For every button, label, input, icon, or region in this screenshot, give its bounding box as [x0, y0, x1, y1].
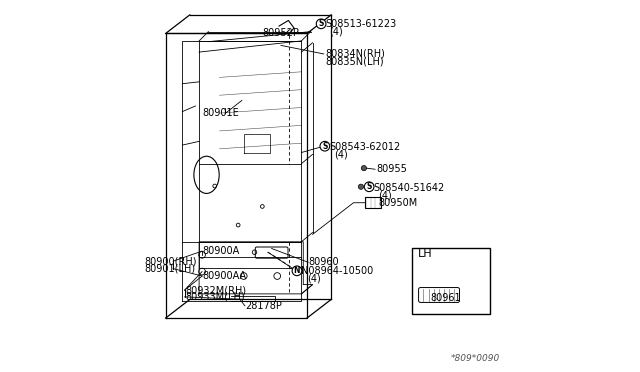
Text: S: S — [367, 182, 372, 191]
Text: 80955: 80955 — [376, 164, 408, 174]
Text: 80834N(RH): 80834N(RH) — [326, 49, 385, 59]
Text: S: S — [319, 19, 324, 28]
Circle shape — [358, 184, 364, 189]
Text: 80952P: 80952P — [262, 29, 300, 38]
Text: 80933M(LH): 80933M(LH) — [186, 292, 245, 302]
Text: 80835N(LH): 80835N(LH) — [326, 57, 384, 66]
Text: 80901(LH): 80901(LH) — [145, 264, 196, 273]
Text: 80932M(RH): 80932M(RH) — [186, 285, 246, 295]
Circle shape — [316, 19, 326, 29]
Text: (4): (4) — [334, 150, 348, 159]
Text: 80960: 80960 — [309, 257, 339, 267]
Text: S08543-62012: S08543-62012 — [330, 142, 401, 152]
Text: *809*0090: *809*0090 — [451, 354, 500, 363]
Text: 80950M: 80950M — [378, 198, 417, 208]
Text: LH: LH — [417, 249, 432, 259]
Text: 80901E: 80901E — [203, 109, 239, 118]
Circle shape — [362, 166, 367, 171]
Text: 80900AA: 80900AA — [203, 271, 247, 281]
Text: N08964-10500: N08964-10500 — [301, 266, 374, 276]
Text: 80900(RH): 80900(RH) — [145, 256, 197, 266]
Text: N: N — [294, 266, 300, 275]
Text: S08513-61223: S08513-61223 — [326, 19, 397, 29]
Text: 80900A: 80900A — [203, 246, 240, 256]
Text: (4): (4) — [330, 27, 343, 36]
Circle shape — [292, 266, 302, 276]
Text: (4): (4) — [307, 273, 321, 283]
Text: S: S — [322, 142, 328, 151]
Circle shape — [364, 182, 374, 192]
Bar — [365, 197, 381, 208]
Text: 80961: 80961 — [431, 293, 461, 302]
Bar — [412, 248, 490, 314]
Circle shape — [320, 141, 330, 151]
Text: (4): (4) — [378, 190, 392, 200]
Text: S08540-51642: S08540-51642 — [374, 183, 445, 193]
Text: 28178P: 28178P — [245, 301, 282, 311]
